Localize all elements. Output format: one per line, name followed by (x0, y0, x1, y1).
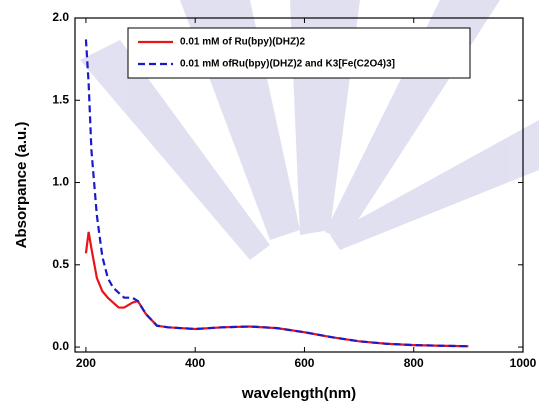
x-tick-label: 400 (185, 356, 205, 370)
y-axis-title: Absorpance (a.u.) (13, 122, 30, 249)
legend-label: 0.01 mM of Ru(bpy)(DHZ)2 (180, 37, 305, 48)
x-tick-label: 1000 (510, 356, 537, 370)
y-tick-label: 1.5 (52, 92, 69, 106)
y-tick-label: 1.0 (52, 175, 69, 189)
y-tick-label: 0.5 (52, 257, 69, 271)
y-tick-label: 2.0 (52, 10, 69, 24)
watermark (80, 0, 539, 260)
x-tick-label: 600 (294, 356, 314, 370)
x-tick-label: 800 (404, 356, 424, 370)
legend-box (127, 27, 471, 79)
x-tick-label: 200 (76, 356, 96, 370)
y-tick-label: 0.0 (52, 339, 69, 353)
legend-label: 0.01 mM ofRu(bpy)(DHZ)2 and K3[Fe(C2O4)3… (180, 59, 395, 70)
plot-frame (74, 17, 524, 353)
x-axis-title: wavelength(nm) (241, 385, 356, 402)
data-line (84, 39, 469, 348)
